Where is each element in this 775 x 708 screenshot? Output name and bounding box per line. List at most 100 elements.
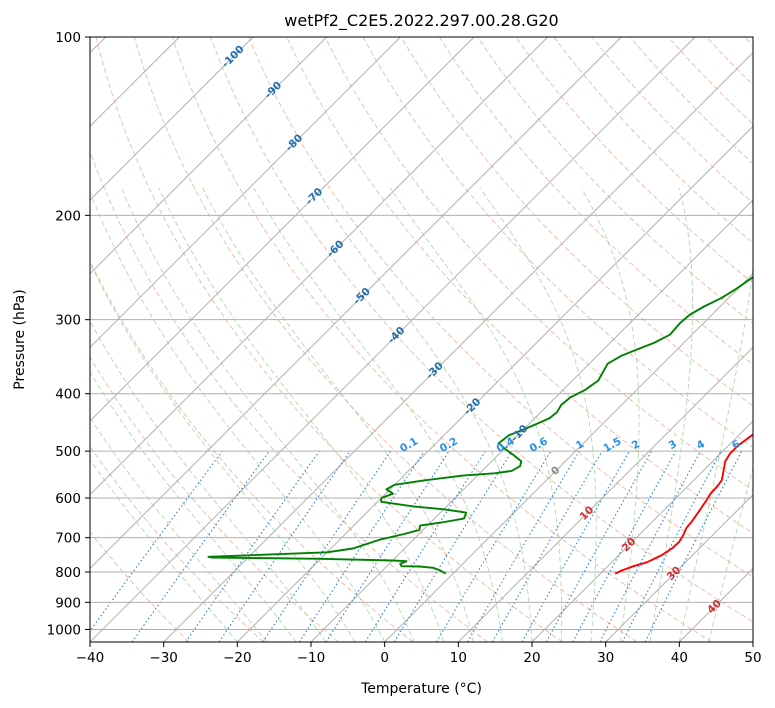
- moist-adiabat: [90, 371, 297, 642]
- mixing-ratio-label: 8: [759, 438, 771, 452]
- moist-adiabat: [202, 187, 474, 642]
- y-tick-label: 300: [55, 313, 81, 329]
- mixing-ratio-line: [393, 450, 513, 642]
- mixing-ratio-line: [325, 450, 450, 642]
- mixing-ratio-label: 0.6: [528, 435, 550, 455]
- dry-adiabat: [90, 150, 488, 642]
- x-axis-label: Temperature (°C): [360, 681, 482, 697]
- moist-adiabat: [315, 187, 533, 642]
- mixing-ratio-line: [435, 450, 552, 642]
- moist-adiabat: [90, 320, 327, 642]
- x-tick-label: −30: [149, 650, 178, 666]
- plot-frame: [89, 36, 754, 643]
- mixing-ratio-labels: 0.10.20.40.611.52346810131620253036: [398, 435, 771, 455]
- moist-adiabat: [649, 188, 694, 642]
- isotherm-line: [458, 346, 753, 642]
- y-tick-label: 900: [55, 595, 81, 611]
- mixing-ratio-label: 3: [667, 438, 679, 452]
- isotherm-line: [163, 52, 753, 642]
- mixing-ratio-line: [90, 450, 223, 632]
- pressure-gridlines: [90, 37, 753, 630]
- isotherm-line: [531, 420, 753, 642]
- mixing-ratio-line: [521, 450, 630, 642]
- background-lines: [90, 37, 753, 642]
- y-tick-label: 200: [55, 208, 81, 224]
- moist-adiabat: [90, 458, 238, 642]
- moist-adiabat: [708, 465, 753, 642]
- isotherm-line: [384, 273, 753, 642]
- moist-adiabat: [158, 188, 445, 642]
- moist-adiabat: [253, 187, 503, 642]
- moist-adiabat: [90, 416, 268, 642]
- y-tick-label: 700: [55, 531, 81, 547]
- y-tick-label: 100: [55, 30, 81, 46]
- dry-adiabat: [95, 37, 563, 642]
- dry-adiabat: [439, 37, 753, 365]
- moist-adiabat: [479, 187, 597, 642]
- mixing-ratio-line: [364, 450, 486, 642]
- isotherm-line: [90, 37, 696, 642]
- dry-adiabat: [668, 37, 753, 125]
- dry-adiabat: [90, 356, 339, 642]
- mixing-ratio-line: [131, 450, 270, 642]
- isotherm-line: [90, 37, 254, 201]
- x-tick-label: 20: [523, 650, 540, 666]
- moist-adiabat: [581, 187, 640, 642]
- dry-adiabat: [744, 37, 753, 47]
- y-tick-label: 800: [55, 565, 81, 581]
- isotherm-line: [752, 641, 753, 642]
- isotherm-line: [310, 199, 753, 642]
- x-tick-label: 10: [450, 650, 467, 666]
- isotherm-line: [90, 37, 548, 496]
- moist-adiabat: [90, 261, 356, 642]
- y-axis-label: Pressure (hPa): [12, 289, 28, 389]
- mixing-ratio-line: [467, 450, 580, 642]
- dry-adiabat: [90, 531, 190, 642]
- isotherm-line: [679, 567, 753, 642]
- isotherm-line: [237, 125, 753, 642]
- y-tick-label: 500: [55, 444, 81, 460]
- x-tick-label: −40: [76, 650, 105, 666]
- isotherm-line: [90, 37, 401, 348]
- x-tick-label: −10: [297, 650, 326, 666]
- dewpoint-trace: [207, 275, 753, 575]
- temperature-trace: [614, 433, 753, 575]
- dry-adiabat: [515, 37, 753, 284]
- mixing-ratio-line: [545, 450, 653, 642]
- y-tick-label: 1000: [47, 622, 81, 638]
- x-tick-label: 50: [744, 650, 761, 666]
- x-axis: −40 −30 −20 −10 0 10 20 30 40 50: [76, 642, 762, 666]
- x-tick-label: 0: [380, 650, 389, 666]
- y-axis: 100 200 300 400 500 600 700 800 900 1000: [47, 30, 90, 638]
- mixing-ratio-label: 0.1: [398, 435, 420, 455]
- dry-adiabat: [706, 37, 753, 86]
- mixing-ratio-line: [262, 450, 392, 642]
- dry-adiabat: [591, 37, 753, 204]
- y-tick-label: 400: [55, 387, 81, 403]
- moist-adiabat: [389, 187, 563, 642]
- mixing-ratio-line: [572, 450, 677, 642]
- dry-adiabat: [362, 37, 753, 449]
- dry-adiabat: [90, 259, 414, 642]
- mixing-ratio-label: 6: [730, 438, 742, 452]
- dry-adiabat: [171, 37, 712, 642]
- dry-adiabat: [477, 37, 753, 325]
- dry-adiabat: [400, 37, 753, 407]
- mixing-ratio-label: 2: [630, 438, 642, 452]
- dry-adiabat: [248, 37, 753, 578]
- sounding-traces: [207, 275, 753, 575]
- mixing-ratio-line: [491, 450, 603, 642]
- isotherm-line: [90, 37, 475, 422]
- dry-adiabat: [210, 37, 753, 623]
- dry-adiabat: [133, 37, 638, 642]
- mixing-ratio-line: [185, 450, 320, 642]
- x-tick-label: 30: [597, 650, 614, 666]
- dry-adiabat: [286, 37, 753, 534]
- moist-adiabat: [120, 188, 415, 642]
- dry-adiabat: [553, 37, 753, 244]
- chart-title: wetPf2_C2E5.2022.297.00.28.G20: [284, 11, 558, 31]
- isotherm-line: [90, 37, 622, 569]
- isotherm-line: [90, 37, 327, 275]
